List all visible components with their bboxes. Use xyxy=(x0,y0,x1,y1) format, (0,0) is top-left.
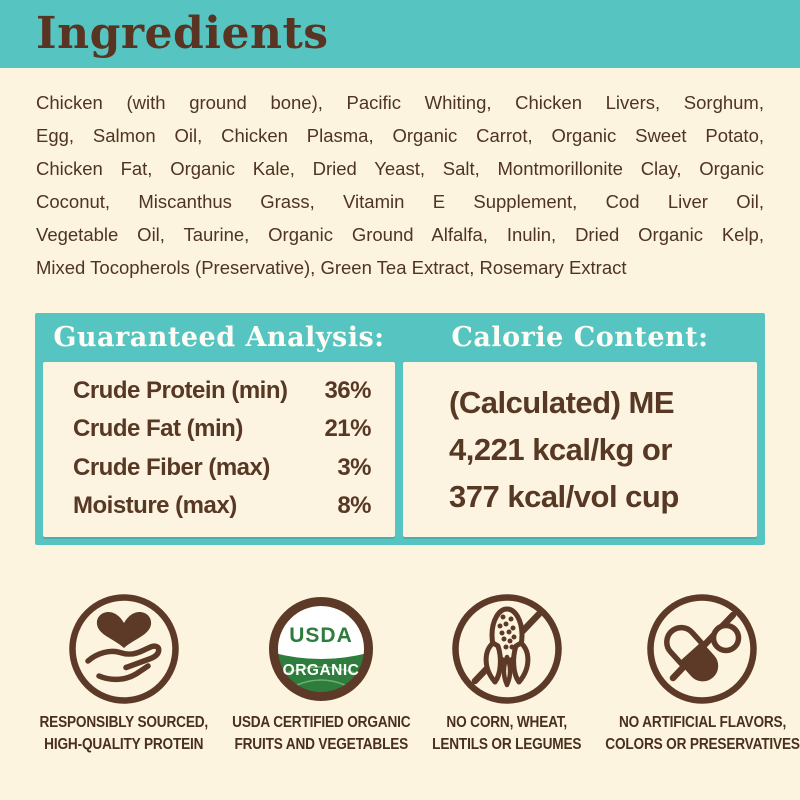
badge-caption-line: NO CORN, WHEAT, xyxy=(446,714,568,731)
badge-caption-line: HIGH-QUALITY PROTEIN xyxy=(44,735,204,753)
analysis-row: Crude Protein (min) 36% xyxy=(73,377,371,405)
analysis-value: 36% xyxy=(324,377,371,405)
calorie-content-panel: (Calculated) ME 4,221 kcal/kg or 377 kca… xyxy=(403,362,757,537)
calorie-line: 377 kcal/vol cup xyxy=(449,479,679,514)
ingredients-line: Coconut, Miscanthus Grass, Vitamin E Sup… xyxy=(36,191,764,212)
ingredients-line: Chicken (with ground bone), Pacific Whit… xyxy=(36,92,764,113)
badge-caption: RESPONSIBLY SOURCED, HIGH-QUALITY PROTEI… xyxy=(39,712,208,755)
badge-caption-line: RESPONSIBLY SOURCED, xyxy=(39,714,209,731)
badge-caption: USDA CERTIFIED ORGANIC FRUITS AND VEGETA… xyxy=(232,712,410,755)
calorie-line: (Calculated) ME xyxy=(449,385,675,420)
badge-caption-line: COLORS OR PRESERVATIVES xyxy=(604,735,800,753)
badge-caption-line: FRUITS AND VEGETABLES xyxy=(233,735,408,753)
no-pills-icon xyxy=(646,593,758,705)
badge-row: RESPONSIBLY SOURCED, HIGH-QUALITY PROTEI… xyxy=(28,593,800,755)
analysis-row: Crude Fiber (max) 3% xyxy=(73,454,371,482)
guaranteed-analysis-title: Guaranteed Analysis: xyxy=(53,322,385,353)
analysis-value: 3% xyxy=(337,453,371,481)
badge-caption: NO ARTIFICIAL FLAVORS, COLORS OR PRESERV… xyxy=(605,712,800,755)
usda-seal-bottom-text: ORGANIC xyxy=(282,662,359,679)
guaranteed-analysis-panel: Crude Protein (min) 36% Crude Fat (min) … xyxy=(43,362,395,537)
ingredients-line: Chicken Fat, Organic Kale, Dried Yeast, … xyxy=(36,158,764,179)
analysis-row: Moisture (max) 8% xyxy=(73,492,371,520)
ingredients-line: Vegetable Oil, Taurine, Organic Ground A… xyxy=(36,224,764,245)
analysis-label: Crude Protein (min) xyxy=(73,377,288,405)
analysis-value: 21% xyxy=(324,415,371,443)
badge-usda-organic: USDA ORGANIC USDA CERTIFIED ORGANIC FRUI… xyxy=(220,593,423,755)
badge-no-artificial: NO ARTIFICIAL FLAVORS, COLORS OR PRESERV… xyxy=(592,593,800,755)
ingredients-line: Mixed Tocopherols (Preservative), Green … xyxy=(36,257,627,278)
badge-caption-line: USDA CERTIFIED ORGANIC xyxy=(231,714,410,731)
page-title: Ingredients xyxy=(36,8,329,59)
analysis-label: Crude Fat (min) xyxy=(73,415,243,443)
no-corn-icon xyxy=(451,593,563,705)
ingredients-line: Egg, Salmon Oil, Chicken Plasma, Organic… xyxy=(36,125,764,146)
analysis-label: Moisture (max) xyxy=(73,491,237,519)
heart-in-hand-icon xyxy=(68,593,180,705)
analysis-row: Crude Fat (min) 21% xyxy=(73,415,371,443)
calorie-content-title: Calorie Content: xyxy=(451,322,709,353)
badge-caption-line: LENTILS OR LEGUMES xyxy=(432,735,582,753)
usda-organic-seal-icon: USDA ORGANIC xyxy=(265,593,377,705)
ingredients-paragraph: Chicken (with ground bone), Pacific Whit… xyxy=(36,86,764,284)
header-band: Ingredients xyxy=(0,0,800,68)
analysis-calorie-box: Guaranteed Analysis: Calorie Content: Cr… xyxy=(35,313,765,545)
analysis-value: 8% xyxy=(337,491,371,519)
badge-responsibly-sourced: RESPONSIBLY SOURCED, HIGH-QUALITY PROTEI… xyxy=(28,593,220,755)
badge-caption: NO CORN, WHEAT, LENTILS OR LEGUMES xyxy=(432,712,581,755)
calorie-line: 4,221 kcal/kg or xyxy=(449,432,672,467)
badge-no-corn: NO CORN, WHEAT, LENTILS OR LEGUMES xyxy=(422,593,592,755)
analysis-label: Crude Fiber (max) xyxy=(73,453,270,481)
badge-caption-line: NO ARTIFICIAL FLAVORS, xyxy=(618,714,786,731)
usda-seal-top-text: USDA xyxy=(289,624,353,647)
